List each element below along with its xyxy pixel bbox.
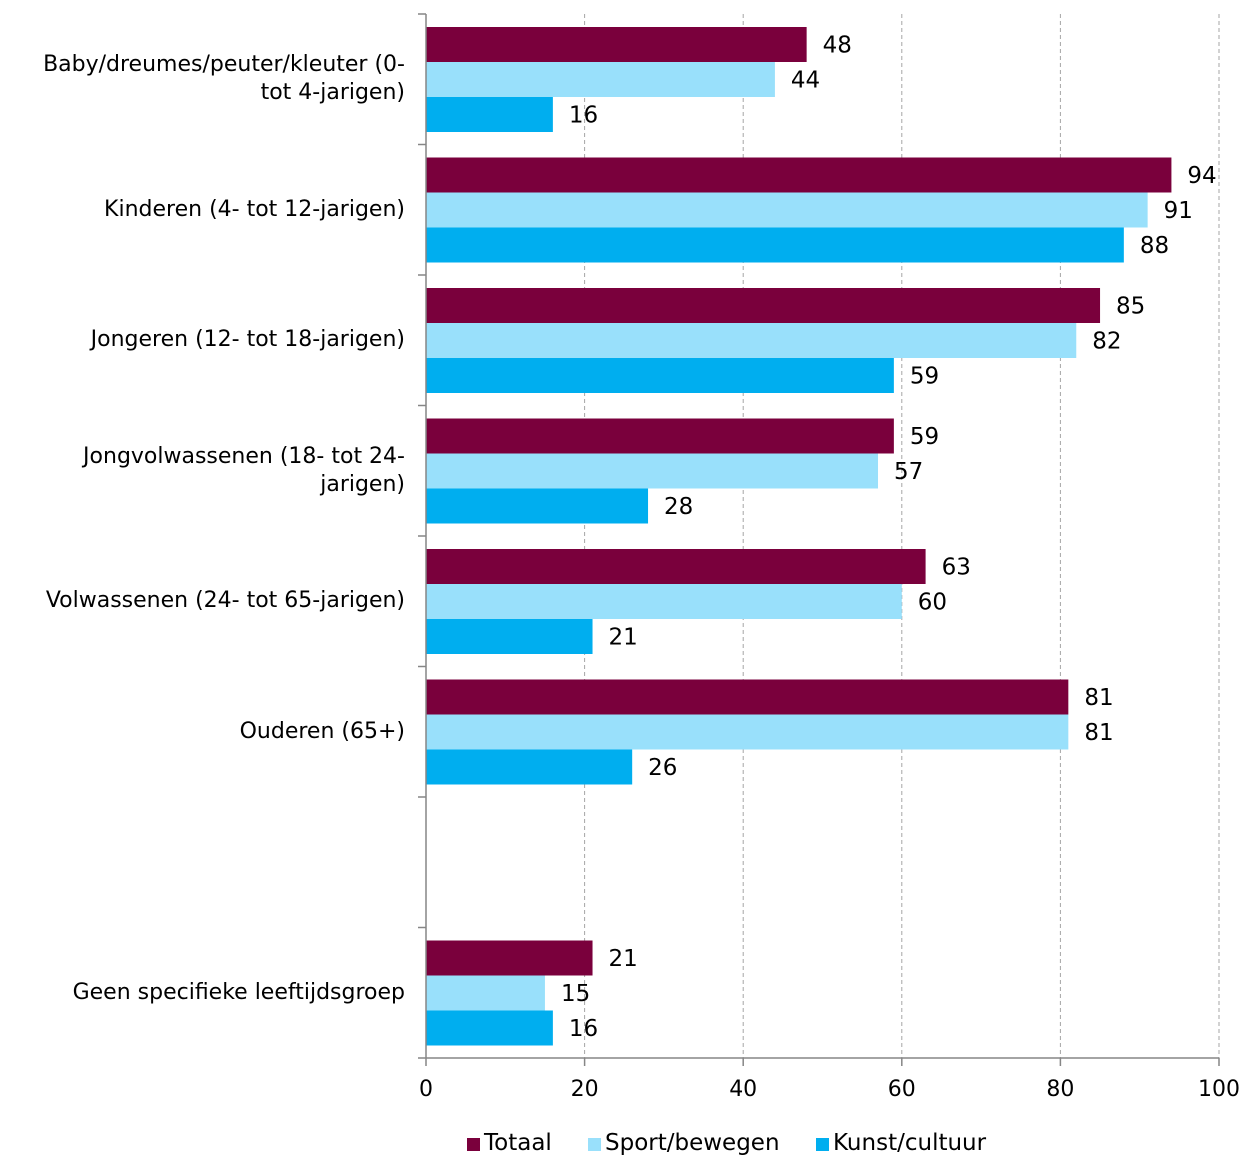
category-label-5: Ouderen (65+) xyxy=(0,718,405,746)
bar-totaal-3 xyxy=(426,418,894,454)
x-tick-label-60: 60 xyxy=(888,1077,916,1102)
data-label-kunst-cultuur-4: 21 xyxy=(609,625,638,651)
bar-kunst-cultuur-2 xyxy=(426,358,894,393)
axes xyxy=(418,13,1220,1066)
bar-sport-bewegen-7 xyxy=(426,975,545,1011)
category-label-line: Jongvolwassenen (18- tot 24- xyxy=(83,443,405,469)
bar-totaal-0 xyxy=(426,27,807,62)
legend-swatch-sport-bewegen xyxy=(588,1138,601,1151)
category-label-line: tot 4-jarigen) xyxy=(260,80,405,106)
data-label-kunst-cultuur-2: 59 xyxy=(910,364,939,390)
legend: Totaal Sport/bewegen Kunst/cultuur xyxy=(0,1129,1251,1158)
legend-label-sport-bewegen: Sport/bewegen xyxy=(605,1130,780,1156)
data-label-totaal-7: 21 xyxy=(609,946,638,972)
category-label-0: Baby/dreumes/peuter/kleuter (0- tot 4-jar… xyxy=(0,51,405,107)
bars xyxy=(426,27,1172,1046)
bar-totaal-5 xyxy=(426,679,1069,715)
category-label-7: Geen specifieke leeftijdsgroep xyxy=(0,979,405,1007)
bar-sport-bewegen-5 xyxy=(426,714,1069,750)
bar-kunst-cultuur-3 xyxy=(426,488,649,524)
data-label-totaal-1: 94 xyxy=(1187,163,1216,189)
data-label-totaal-3: 59 xyxy=(910,424,939,450)
x-tick-label-20: 20 xyxy=(571,1077,599,1102)
category-label-line: Ouderen (65+) xyxy=(239,718,405,744)
x-tick-label-0: 0 xyxy=(419,1077,433,1102)
x-tick-label-40: 40 xyxy=(729,1077,757,1102)
data-label-totaal-4: 63 xyxy=(942,555,971,581)
data-label-sport-bewegen-5: 81 xyxy=(1084,720,1113,746)
x-tick-labels: 0 20 40 60 80 100 xyxy=(419,1077,1240,1102)
data-label-sport-bewegen-3: 57 xyxy=(894,459,923,485)
category-label-line: Geen specifieke leeftijdsgroep xyxy=(72,979,405,1005)
bar-totaal-4 xyxy=(426,549,926,584)
bar-kunst-cultuur-5 xyxy=(426,749,633,785)
bar-kunst-cultuur-7 xyxy=(426,1010,553,1046)
category-label-line: jarigen) xyxy=(320,471,405,497)
legend-label-kunst-cultuur: Kunst/cultuur xyxy=(833,1130,987,1156)
bar-sport-bewegen-4 xyxy=(426,584,902,619)
category-label-line: Volwassenen (24- tot 65-jarigen) xyxy=(45,588,405,614)
data-label-totaal-0: 48 xyxy=(823,33,852,59)
bar-sport-bewegen-1 xyxy=(426,192,1148,228)
legend-swatch-totaal xyxy=(467,1138,480,1151)
bar-sport-bewegen-0 xyxy=(426,62,775,97)
bar-kunst-cultuur-1 xyxy=(426,227,1124,263)
bar-sport-bewegen-3 xyxy=(426,453,879,489)
bar-totaal-2 xyxy=(426,288,1101,323)
legend-swatch-kunst-cultuur xyxy=(816,1138,829,1151)
x-tick-label-100: 100 xyxy=(1198,1077,1240,1102)
x-tick-label-80: 80 xyxy=(1046,1077,1074,1102)
bar-kunst-cultuur-0 xyxy=(426,97,553,132)
data-label-sport-bewegen-0: 44 xyxy=(791,68,820,94)
data-label-sport-bewegen-4: 60 xyxy=(918,590,947,616)
category-label-3: Jongvolwassenen (18- tot 24- jarigen) xyxy=(0,443,405,499)
data-label-kunst-cultuur-0: 16 xyxy=(569,103,598,129)
data-label-totaal-2: 85 xyxy=(1116,294,1145,320)
gridlines xyxy=(584,14,1220,1058)
data-label-kunst-cultuur-5: 26 xyxy=(648,755,677,781)
data-label-kunst-cultuur-3: 28 xyxy=(664,494,693,520)
data-label-sport-bewegen-7: 15 xyxy=(561,981,590,1007)
category-label-line: Jongeren (12- tot 18-jarigen) xyxy=(90,327,405,353)
category-label-2: Jongeren (12- tot 18-jarigen) xyxy=(0,326,405,354)
data-label-kunst-cultuur-7: 16 xyxy=(569,1016,598,1042)
bar-totaal-7 xyxy=(426,940,593,976)
data-label-totaal-5: 81 xyxy=(1084,685,1113,711)
data-label-kunst-cultuur-1: 88 xyxy=(1140,233,1169,259)
category-label-4: Volwassenen (24- tot 65-jarigen) xyxy=(0,587,405,615)
category-label-line: Kinderen (4- tot 12-jarigen) xyxy=(104,196,405,222)
legend-label-totaal: Totaal xyxy=(484,1130,552,1156)
bar-kunst-cultuur-4 xyxy=(426,619,593,654)
bar-sport-bewegen-2 xyxy=(426,323,1077,358)
category-label-line: Baby/dreumes/peuter/kleuter (0- xyxy=(43,52,405,78)
data-label-sport-bewegen-1: 91 xyxy=(1164,198,1193,224)
data-labels: 48 94 85 59 63 81 21 44 91 82 57 60 81 15 16 88 59 28 21 26… xyxy=(561,33,1217,1043)
data-label-sport-bewegen-2: 82 xyxy=(1092,329,1121,355)
category-label-1: Kinderen (4- tot 12-jarigen) xyxy=(0,196,405,224)
bar-totaal-1 xyxy=(426,157,1172,193)
